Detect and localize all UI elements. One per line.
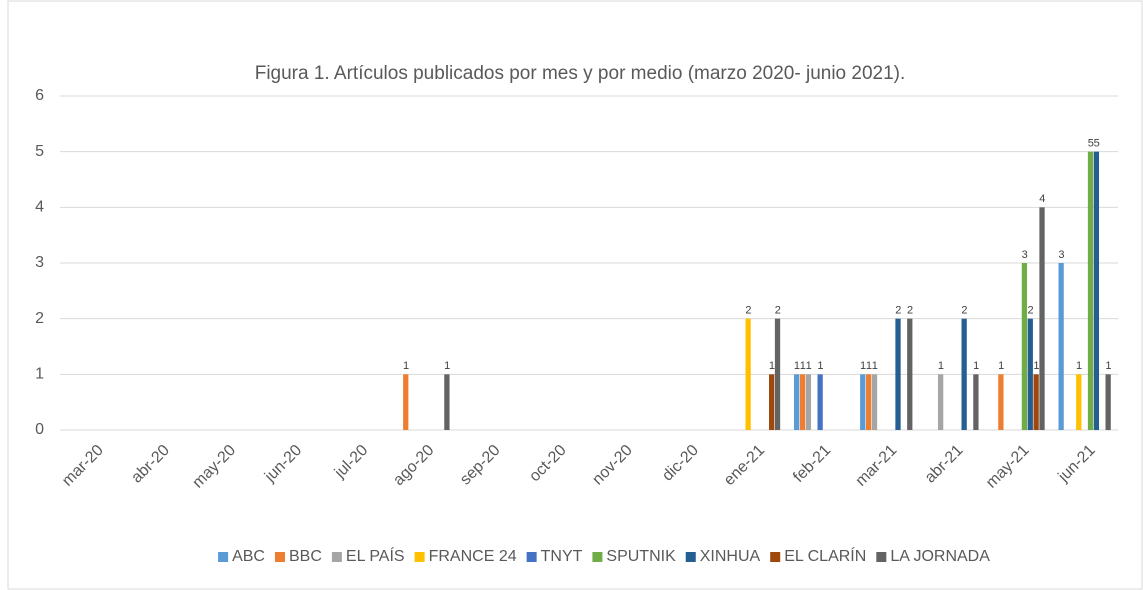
bar	[769, 374, 775, 430]
bar	[774, 318, 781, 430]
bar	[1093, 151, 1100, 430]
legend-label: EL PAÍS	[346, 546, 405, 565]
data-label: 2	[1028, 305, 1034, 317]
legend-swatch	[218, 552, 229, 562]
data-label: 1	[1076, 360, 1082, 372]
bar	[1076, 374, 1082, 430]
y-tick-label: 3	[35, 254, 44, 271]
data-label: 1	[938, 360, 944, 372]
data-label: 1	[769, 360, 775, 372]
legend-label: BBC	[289, 548, 322, 565]
data-label: 1	[1033, 360, 1039, 372]
bar	[745, 318, 751, 430]
legend-swatch	[770, 552, 781, 562]
data-label: 1	[444, 360, 450, 372]
bar	[799, 374, 806, 430]
data-label: 2	[775, 305, 781, 317]
data-label: 1	[806, 360, 812, 372]
bar	[1021, 263, 1028, 430]
data-label: 5	[1094, 138, 1100, 150]
legend-label: ABC	[232, 548, 265, 565]
data-label: 1	[973, 360, 979, 372]
bar	[998, 374, 1004, 430]
bar	[961, 318, 967, 430]
y-tick-label: 1	[35, 366, 44, 383]
bar	[1058, 263, 1064, 430]
data-label: 3	[1022, 249, 1028, 261]
legend-label: TNYT	[541, 548, 583, 565]
bar	[895, 318, 901, 430]
bar	[973, 374, 979, 430]
data-label: 1	[800, 360, 806, 372]
legend-swatch	[331, 552, 342, 562]
bar	[403, 374, 409, 430]
data-label: 1	[872, 360, 878, 372]
data-label: 1	[866, 360, 872, 372]
data-label: 4	[1039, 193, 1045, 205]
chart-title: Figura 1. Artículos publicados por mes y…	[255, 63, 906, 84]
data-label: 2	[961, 305, 967, 317]
bar	[793, 374, 800, 430]
legend-label: FRANCE 24	[429, 548, 517, 565]
legend-swatch	[274, 552, 285, 562]
bar	[444, 374, 450, 430]
bar	[1027, 318, 1033, 430]
legend-swatch	[685, 552, 696, 562]
bar	[865, 374, 872, 430]
bar	[1033, 374, 1039, 430]
data-label: 1	[403, 360, 409, 372]
bar	[1087, 151, 1094, 430]
bar	[805, 374, 812, 430]
data-label: 2	[907, 305, 913, 317]
bar	[937, 374, 944, 430]
data-label: 1	[794, 360, 800, 372]
legend-swatch	[526, 552, 537, 562]
legend-swatch	[414, 552, 425, 562]
legend-label: EL CLARÍN	[784, 546, 866, 565]
legend-swatch	[876, 552, 887, 562]
bar	[817, 374, 823, 430]
data-label: 2	[895, 305, 901, 317]
bar	[871, 374, 878, 430]
bar	[860, 374, 866, 430]
legend-label: XINHUA	[700, 548, 761, 565]
bar	[1039, 207, 1045, 430]
data-label: 1	[860, 360, 866, 372]
legend-swatch	[592, 552, 603, 562]
data-label: 1	[1105, 360, 1111, 372]
legend-label: LA JORNADA	[890, 548, 990, 565]
y-tick-label: 4	[35, 199, 44, 216]
legend-label: SPUTNIK	[606, 548, 676, 565]
chart-frame	[7, 0, 1143, 590]
data-label: 5	[1088, 138, 1094, 150]
y-tick-label: 0	[35, 421, 44, 438]
y-tick-label: 6	[35, 87, 44, 104]
bar	[907, 318, 913, 430]
data-label: 3	[1058, 249, 1064, 261]
y-tick-label: 2	[35, 310, 44, 327]
bar	[1105, 374, 1111, 430]
data-label: 1	[817, 360, 823, 372]
y-tick-label: 5	[35, 143, 44, 160]
data-label: 1	[998, 360, 1004, 372]
data-label: 2	[745, 305, 751, 317]
